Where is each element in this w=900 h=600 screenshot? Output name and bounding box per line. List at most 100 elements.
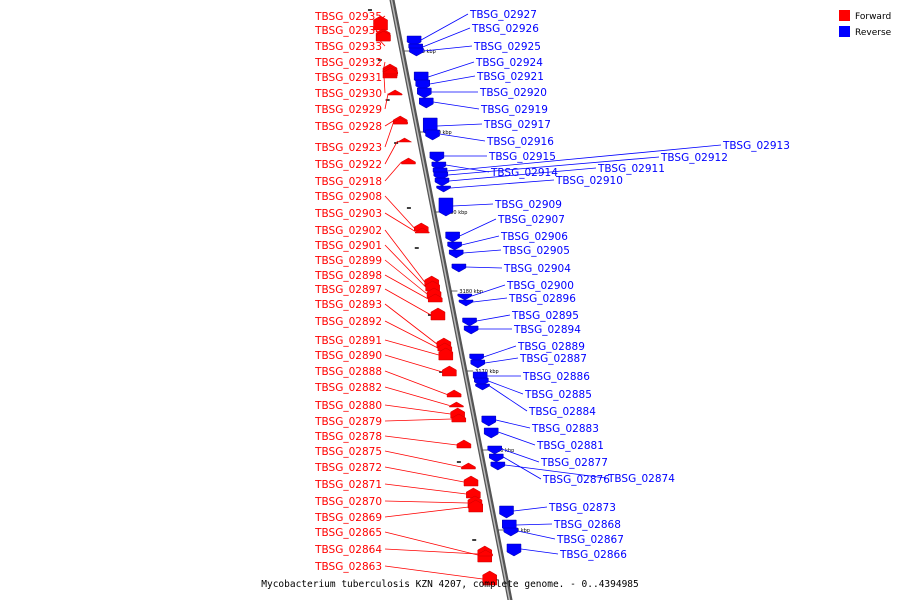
- reverse-gene-leader: [445, 164, 490, 173]
- forward-gene-leader: [384, 386, 450, 406]
- forward-gene[interactable]: TBSG_02898: [314, 270, 443, 303]
- forward-gene[interactable]: TBSG_02918: [314, 157, 416, 188]
- forward-gene-label: TBSG_02882: [314, 382, 382, 394]
- reverse-gene-leader: [429, 75, 476, 85]
- reverse-gene[interactable]: TBSG_02866: [506, 543, 627, 561]
- forward-gene[interactable]: TBSG_02890: [314, 350, 457, 377]
- reverse-gene-label: TBSG_02911: [597, 163, 665, 175]
- reverse-gene-leader: [459, 218, 497, 237]
- reverse-gene-label: TBSG_02910: [555, 175, 623, 187]
- reverse-gene[interactable]: TBSG_02919: [419, 97, 548, 116]
- reverse-gene[interactable]: TBSG_02895: [462, 310, 579, 327]
- forward-gene-label: TBSG_02869: [314, 512, 382, 524]
- reverse-gene-arrow: [503, 527, 519, 537]
- reverse-gene[interactable]: TBSG_02915: [429, 151, 556, 163]
- reverse-gene[interactable]: TBSG_02874: [490, 461, 675, 485]
- forward-gene[interactable]: TBSG_02893: [314, 299, 452, 349]
- forward-gene-label: TBSG_02890: [314, 350, 382, 362]
- reverse-gene-arrow: [489, 453, 504, 463]
- forward-gene[interactable]: TBSG_02922: [314, 137, 413, 171]
- forward-gene[interactable]: TBSG_02872: [314, 462, 479, 487]
- forward-gene[interactable]: TBSG_02878: [314, 431, 472, 449]
- forward-gene-label: TBSG_02901: [314, 240, 382, 252]
- reverse-gene-arrow: [470, 359, 486, 369]
- forward-gene[interactable]: TBSG_02888: [314, 366, 462, 398]
- forward-gene[interactable]: TBSG_02869: [314, 499, 483, 524]
- reverse-gene-leader: [516, 523, 553, 526]
- reverse-gene[interactable]: TBSG_02900: [457, 280, 574, 301]
- forward-gene[interactable]: TBSG_02880: [314, 400, 465, 419]
- forward-gene[interactable]: TBSG_02923: [314, 117, 408, 154]
- forward-gene[interactable]: TBSG_02930: [314, 67, 399, 100]
- reverse-gene[interactable]: TBSG_02876: [489, 453, 610, 486]
- forward-gene[interactable]: TBSG_02929: [314, 89, 403, 116]
- forward-gene[interactable]: TBSG_02863: [314, 561, 497, 586]
- forward-gene-label: TBSG_02871: [314, 479, 382, 491]
- forward-gene-leader: [384, 195, 415, 229]
- forward-gene-arrow: [393, 117, 408, 125]
- reverse-gene-arrow: [499, 505, 514, 519]
- reverse-gene[interactable]: TBSG_02887: [470, 353, 587, 369]
- reverse-gene[interactable]: TBSG_02884: [475, 383, 597, 418]
- reverse-gene[interactable]: TBSG_02894: [463, 324, 581, 336]
- forward-gene-leader: [384, 274, 429, 300]
- reverse-gene-arrow: [438, 197, 454, 217]
- forward-gene-leader: [384, 500, 468, 504]
- forward-gene[interactable]: TBSG_02882: [314, 382, 464, 408]
- reverse-gene-leader: [422, 27, 471, 48]
- reverse-gene[interactable]: TBSG_02921: [415, 71, 544, 91]
- forward-gene[interactable]: TBSG_02875: [314, 446, 476, 470]
- reverse-gene-leader: [461, 235, 500, 246]
- reverse-gene[interactable]: TBSG_02906: [447, 231, 569, 251]
- forward-gene[interactable]: TBSG_02871: [314, 479, 481, 499]
- forward-gene[interactable]: TBSG_02933: [314, 30, 391, 53]
- forward-gene-arrow: [446, 389, 462, 398]
- forward-gene[interactable]: TBSG_02891: [314, 335, 454, 361]
- legend-forward-label: Forward: [855, 12, 891, 22]
- forward-gene[interactable]: TBSG_02901: [314, 240, 440, 292]
- reverse-gene-leader: [423, 45, 473, 52]
- forward-gene[interactable]: TBSG_02864: [314, 544, 493, 557]
- reverse-gene[interactable]: TBSG_02925: [409, 41, 541, 57]
- forward-gene[interactable]: TBSG_02899: [314, 255, 442, 299]
- reverse-gene[interactable]: TBSG_02910: [436, 175, 623, 193]
- forward-gene-leader: [384, 161, 402, 182]
- forward-gene[interactable]: TBSG_02903: [314, 208, 430, 234]
- reverse-gene-arrow: [506, 543, 522, 557]
- forward-gene[interactable]: TBSG_02865: [314, 527, 493, 563]
- reverse-gene[interactable]: TBSG_02909: [438, 197, 562, 217]
- forward-gene-label: TBSG_02930: [314, 88, 382, 100]
- forward-gene-label: TBSG_02878: [314, 431, 382, 443]
- forward-gene-arrow: [466, 487, 481, 499]
- reverse-gene[interactable]: TBSG_02920: [417, 87, 547, 99]
- forward-gene-label: TBSG_02872: [314, 462, 382, 474]
- reverse-gene[interactable]: TBSG_02916: [425, 129, 555, 148]
- forward-gene[interactable]: TBSG_02897: [314, 284, 446, 321]
- reverse-gene-label: TBSG_02866: [559, 549, 627, 561]
- forward-gene-leader: [384, 404, 451, 415]
- forward-gene[interactable]: TBSG_02935: [314, 11, 388, 31]
- reverse-gene[interactable]: TBSG_02873: [499, 502, 616, 519]
- reverse-gene[interactable]: TBSG_02911: [434, 163, 665, 187]
- reverse-gene[interactable]: TBSG_02896: [458, 293, 576, 307]
- forward-gene-leader: [384, 140, 398, 165]
- reverse-gene[interactable]: TBSG_02907: [445, 214, 565, 243]
- reverse-gene[interactable]: TBSG_02927: [406, 9, 537, 47]
- reverse-gene[interactable]: TBSG_02881: [483, 427, 604, 452]
- reverse-gene-leader: [489, 385, 528, 412]
- reverse-gene[interactable]: TBSG_02904: [451, 263, 571, 275]
- forward-gene-arrow: [401, 157, 416, 165]
- forward-gene[interactable]: TBSG_02928: [314, 115, 408, 133]
- forward-gene-arrow: [438, 347, 454, 361]
- reverse-gene-arrow: [434, 177, 450, 187]
- forward-gene[interactable]: TBSG_02908: [314, 191, 429, 232]
- reverse-gene[interactable]: TBSG_02912: [433, 152, 728, 181]
- reverse-gene[interactable]: TBSG_02883: [481, 415, 599, 435]
- forward-gene[interactable]: TBSG_02870: [314, 495, 483, 509]
- reverse-gene-arrow: [417, 87, 432, 99]
- forward-gene[interactable]: TBSG_02879: [314, 413, 467, 428]
- reverse-gene[interactable]: TBSG_02877: [487, 445, 608, 469]
- forward-gene-label: TBSG_02891: [314, 335, 382, 347]
- reverse-gene[interactable]: TBSG_02905: [448, 245, 570, 259]
- reverse-gene[interactable]: TBSG_02867: [503, 527, 624, 546]
